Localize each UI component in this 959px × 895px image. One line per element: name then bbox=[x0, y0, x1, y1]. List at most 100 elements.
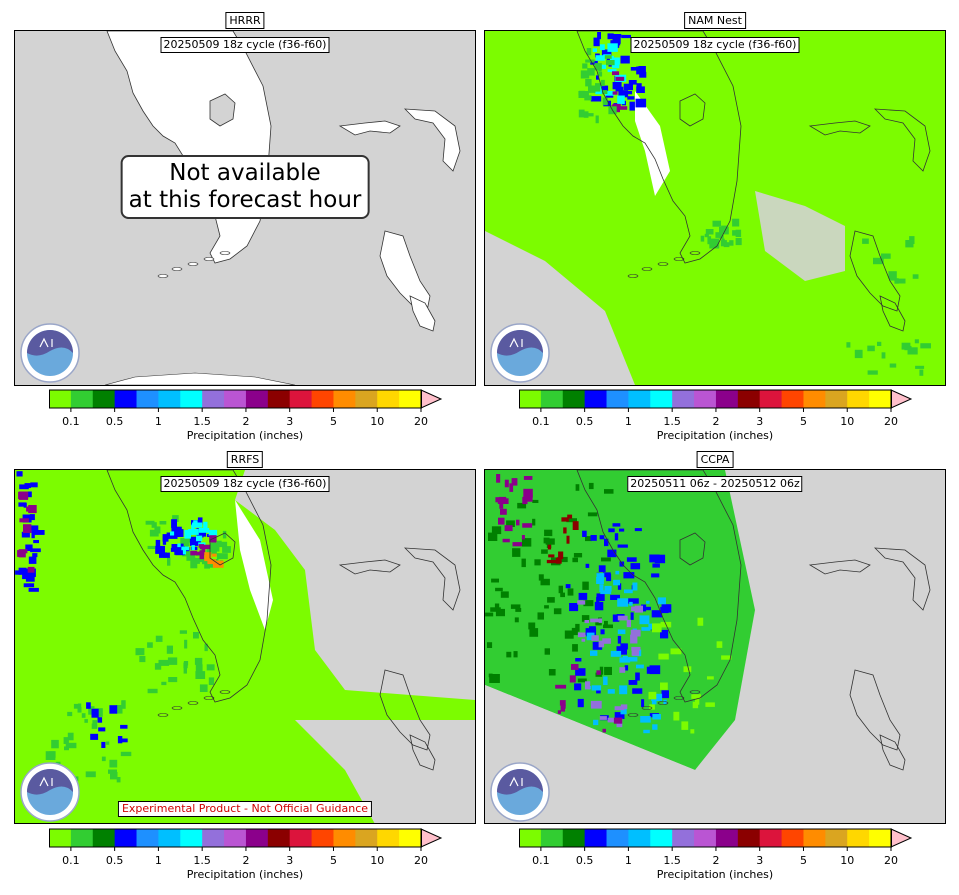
precip-cell bbox=[606, 573, 612, 582]
colorbar-segment bbox=[584, 390, 608, 408]
precip-cell bbox=[191, 545, 195, 551]
precip-cell bbox=[500, 508, 507, 515]
precip-cell bbox=[599, 535, 605, 540]
precip-cell bbox=[172, 515, 179, 522]
map-panel-hrrr bbox=[14, 30, 476, 386]
bahamas-island bbox=[808, 559, 871, 575]
precip-cell bbox=[523, 488, 533, 498]
precip-cell bbox=[635, 672, 640, 681]
precip-cell bbox=[548, 669, 556, 676]
precip-cell bbox=[118, 738, 128, 743]
precip-cell bbox=[547, 597, 555, 603]
precip-cell bbox=[544, 529, 553, 537]
precip-cell bbox=[641, 604, 647, 612]
precip-cell bbox=[595, 83, 601, 92]
precip-cell bbox=[145, 520, 155, 525]
precip-cell bbox=[692, 701, 699, 709]
precip-cell bbox=[709, 238, 720, 244]
florida-key bbox=[187, 701, 199, 705]
precip-cell bbox=[607, 549, 617, 558]
precip-cell bbox=[658, 653, 669, 660]
precip-cell bbox=[64, 746, 69, 751]
colorbar-segment bbox=[672, 390, 695, 408]
precip-cell bbox=[632, 688, 643, 694]
colorbar-segment bbox=[355, 829, 378, 847]
bahamas-island bbox=[409, 295, 436, 332]
precip-cell bbox=[596, 670, 601, 675]
precip-cell bbox=[604, 620, 608, 625]
precip-cell bbox=[159, 552, 170, 558]
precip-cell bbox=[488, 673, 493, 678]
precip-cell bbox=[628, 680, 638, 685]
precip-cell bbox=[183, 665, 187, 674]
precip-cell bbox=[629, 101, 635, 111]
colorbar-tick-label: 0.5 bbox=[105, 415, 124, 428]
precip-cell bbox=[529, 628, 539, 637]
precip-cell bbox=[580, 70, 590, 79]
precip-cell bbox=[495, 587, 503, 592]
colorbar-segment bbox=[628, 390, 651, 408]
precip-cell bbox=[159, 521, 167, 525]
precip-cell bbox=[643, 606, 651, 611]
precip-cell bbox=[716, 641, 723, 648]
precip-cell bbox=[528, 622, 536, 630]
precip-cell bbox=[590, 618, 602, 623]
precip-cell bbox=[582, 581, 589, 590]
precip-cell bbox=[598, 71, 603, 77]
precip-cell bbox=[636, 86, 645, 93]
precip-cell bbox=[604, 666, 612, 675]
florida-key bbox=[673, 696, 685, 700]
colorbar-segment bbox=[847, 390, 870, 408]
precip-cell bbox=[51, 739, 59, 749]
colorbar-segment bbox=[245, 829, 269, 847]
precip-cell bbox=[646, 600, 650, 604]
map-panel-ccpa bbox=[484, 469, 946, 824]
precip-cell bbox=[601, 49, 612, 57]
florida-coastline bbox=[106, 470, 272, 703]
precip-cell bbox=[33, 530, 45, 535]
precip-cell bbox=[177, 543, 181, 548]
precip-cell bbox=[639, 71, 647, 78]
bahamas-island bbox=[879, 734, 906, 771]
colorbar-tick-label: 0.5 bbox=[575, 415, 594, 428]
precip-cell bbox=[67, 732, 74, 741]
precip-cell bbox=[577, 632, 586, 638]
precip-cell bbox=[584, 95, 592, 101]
panel-title-hrrr: HRRR bbox=[225, 12, 265, 29]
precip-cell bbox=[485, 612, 494, 617]
precip-cell bbox=[735, 238, 742, 246]
colorbar-segment bbox=[158, 829, 181, 847]
precip-cell bbox=[607, 43, 618, 52]
precip-cell bbox=[120, 724, 128, 729]
precip-cell bbox=[171, 544, 180, 551]
bahamas-island bbox=[873, 547, 931, 611]
precip-cell bbox=[511, 478, 518, 486]
precip-cell bbox=[617, 635, 622, 644]
precip-cell bbox=[585, 59, 595, 63]
colorbar-segment bbox=[715, 390, 739, 408]
florida-coastline bbox=[576, 31, 742, 264]
precip-cell bbox=[73, 703, 81, 709]
colorbar-tick-label: 0.1 bbox=[62, 854, 80, 867]
precip-cell bbox=[192, 522, 203, 528]
precip-cell bbox=[565, 584, 571, 589]
precip-cell bbox=[612, 523, 621, 527]
colorbar-segment bbox=[49, 390, 72, 408]
precip-cell bbox=[598, 64, 602, 72]
precip-cell bbox=[585, 563, 590, 568]
colorbar-segment bbox=[847, 829, 870, 847]
precip-cell bbox=[590, 650, 598, 656]
precip-cell bbox=[617, 583, 622, 590]
precip-cell bbox=[649, 554, 660, 563]
precip-cell bbox=[198, 528, 210, 533]
bahamas-island bbox=[879, 295, 906, 332]
colorbar-segment bbox=[737, 829, 761, 847]
precip-cell bbox=[197, 672, 205, 679]
precip-cell bbox=[569, 675, 576, 683]
precip-cell bbox=[657, 597, 666, 605]
precip-cell bbox=[494, 603, 500, 610]
precip-cell bbox=[585, 628, 597, 635]
precip-cell bbox=[222, 546, 231, 553]
precip-cell bbox=[558, 585, 563, 594]
bahamas-island bbox=[409, 734, 436, 771]
